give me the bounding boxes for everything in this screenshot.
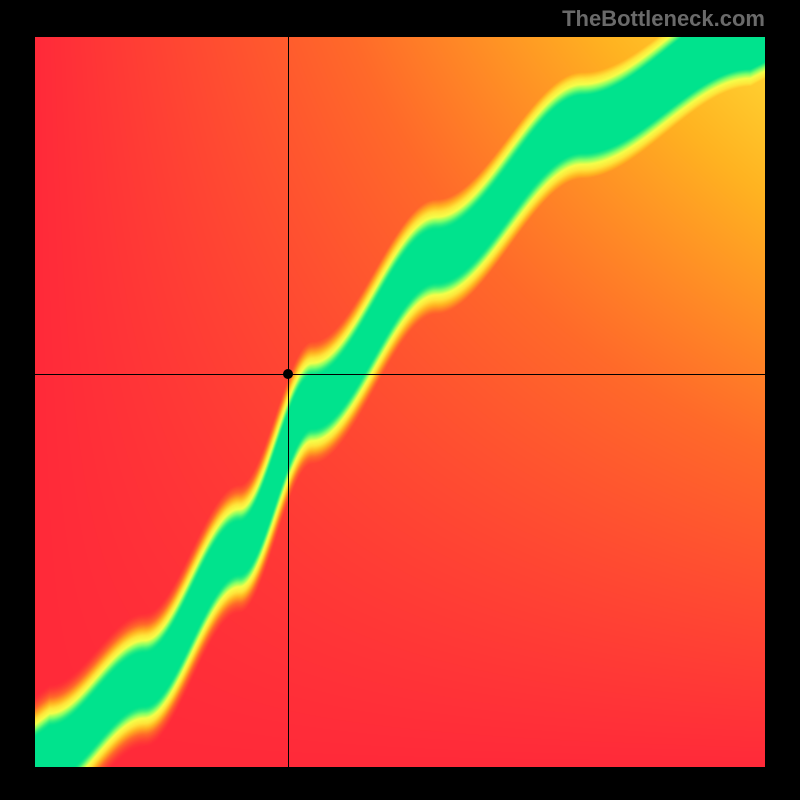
- crosshair-horizontal: [35, 374, 765, 375]
- crosshair-vertical: [288, 37, 289, 767]
- watermark-text: TheBottleneck.com: [562, 6, 765, 32]
- heatmap-canvas: [35, 37, 765, 767]
- bottleneck-heatmap: [35, 37, 765, 767]
- selection-marker: [283, 369, 293, 379]
